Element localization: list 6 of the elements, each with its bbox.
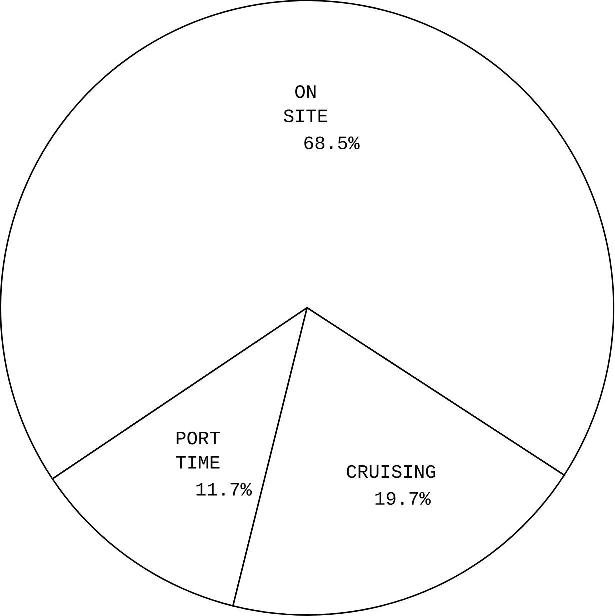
slice-label: ON SITE	[284, 85, 328, 123]
data-label: 68.5%	[304, 136, 360, 150]
data-label: 19.7%	[376, 492, 432, 506]
slice-label: CRUISING	[347, 465, 436, 478]
data-label: 11.7%	[196, 483, 252, 496]
slice-label: PORT TIME	[176, 432, 220, 469]
